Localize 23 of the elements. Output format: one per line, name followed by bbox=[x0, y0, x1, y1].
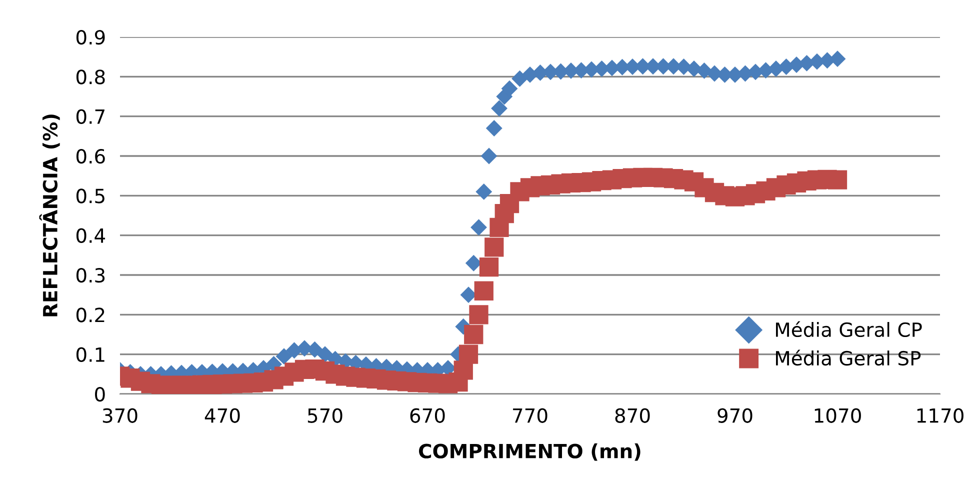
y-tick-label: 0.1 bbox=[76, 347, 104, 362]
legend-label: Média Geral CP bbox=[776, 321, 922, 338]
y-axis-title: REFLECTÂNCIA (%) bbox=[39, 114, 60, 316]
y-tick-label: 0 bbox=[95, 386, 105, 402]
x-tick-label: 670 bbox=[410, 408, 445, 423]
x-tick-label: 970 bbox=[718, 408, 752, 423]
legend-label: Média Geral SP bbox=[776, 350, 921, 366]
x-tick-label: 770 bbox=[513, 408, 548, 423]
y-tick-label: 0.5 bbox=[76, 188, 104, 204]
x-tick-label: 1070 bbox=[814, 408, 861, 423]
y-tick-label: 0.7 bbox=[76, 109, 104, 124]
x-tick-label: 470 bbox=[204, 408, 240, 423]
x-tick-label: 870 bbox=[615, 408, 650, 423]
x-tick-label: 1170 bbox=[917, 408, 964, 423]
x-tick-label: 370 bbox=[102, 408, 138, 423]
y-tick-label: 0.6 bbox=[76, 148, 105, 164]
x-axis-title: COMPRIMENTO (mn) bbox=[418, 443, 640, 461]
y-tick-label: 0.4 bbox=[76, 228, 106, 243]
y-tick-label: 0.2 bbox=[76, 308, 104, 322]
x-tick-label: 570 bbox=[308, 408, 342, 423]
y-tick-label: 0.9 bbox=[76, 30, 105, 45]
y-tick-label: 0.3 bbox=[76, 268, 105, 283]
y-tick-label: 0.8 bbox=[76, 70, 105, 84]
